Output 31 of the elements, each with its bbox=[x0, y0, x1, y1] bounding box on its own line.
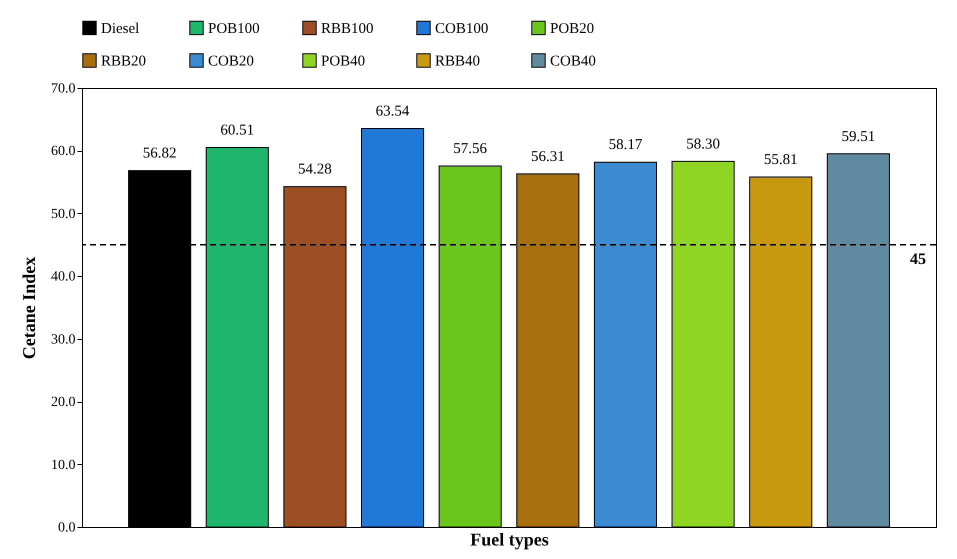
y-tick-label: 60.0 bbox=[51, 144, 76, 160]
y-tick-label: 10.0 bbox=[51, 458, 76, 473]
data-label: 57.56 bbox=[453, 141, 488, 158]
y-tick-label: 30.0 bbox=[51, 332, 76, 348]
data-label: 59.51 bbox=[841, 128, 876, 145]
y-tick-label: 40.0 bbox=[51, 270, 76, 285]
data-label: 54.28 bbox=[298, 162, 332, 178]
legend-label: RBB40 bbox=[435, 54, 480, 70]
y-tick-label: 50.0 bbox=[51, 206, 76, 222]
legend-label: COB40 bbox=[550, 54, 596, 70]
data-label: 58.30 bbox=[686, 136, 720, 152]
ref-line-label: 45 bbox=[910, 250, 926, 268]
legend-label: POB40 bbox=[321, 54, 366, 70]
data-label: 55.81 bbox=[764, 152, 798, 168]
data-label: 56.31 bbox=[530, 148, 565, 165]
y-axis-title: Cetane Index bbox=[19, 256, 39, 360]
data-label: 63.54 bbox=[376, 104, 410, 120]
legend-label: COB20 bbox=[208, 54, 254, 70]
legend-label: RBB100 bbox=[321, 20, 374, 37]
legend-label: POB20 bbox=[550, 20, 594, 37]
data-label: 56.82 bbox=[142, 146, 177, 162]
data-label: 58.17 bbox=[608, 137, 643, 154]
data-label: 60.51 bbox=[220, 122, 254, 139]
y-tick-label: 20.0 bbox=[51, 395, 76, 410]
legend-label: COB100 bbox=[435, 20, 488, 37]
x-axis-title: Fuel types bbox=[470, 530, 549, 550]
legend-label: POB100 bbox=[208, 20, 260, 37]
legend-label: RBB20 bbox=[101, 54, 146, 70]
legend-label: Diesel bbox=[101, 20, 140, 37]
y-tick-label: 70.0 bbox=[51, 82, 76, 96]
y-tick-label: 0.0 bbox=[58, 520, 76, 536]
